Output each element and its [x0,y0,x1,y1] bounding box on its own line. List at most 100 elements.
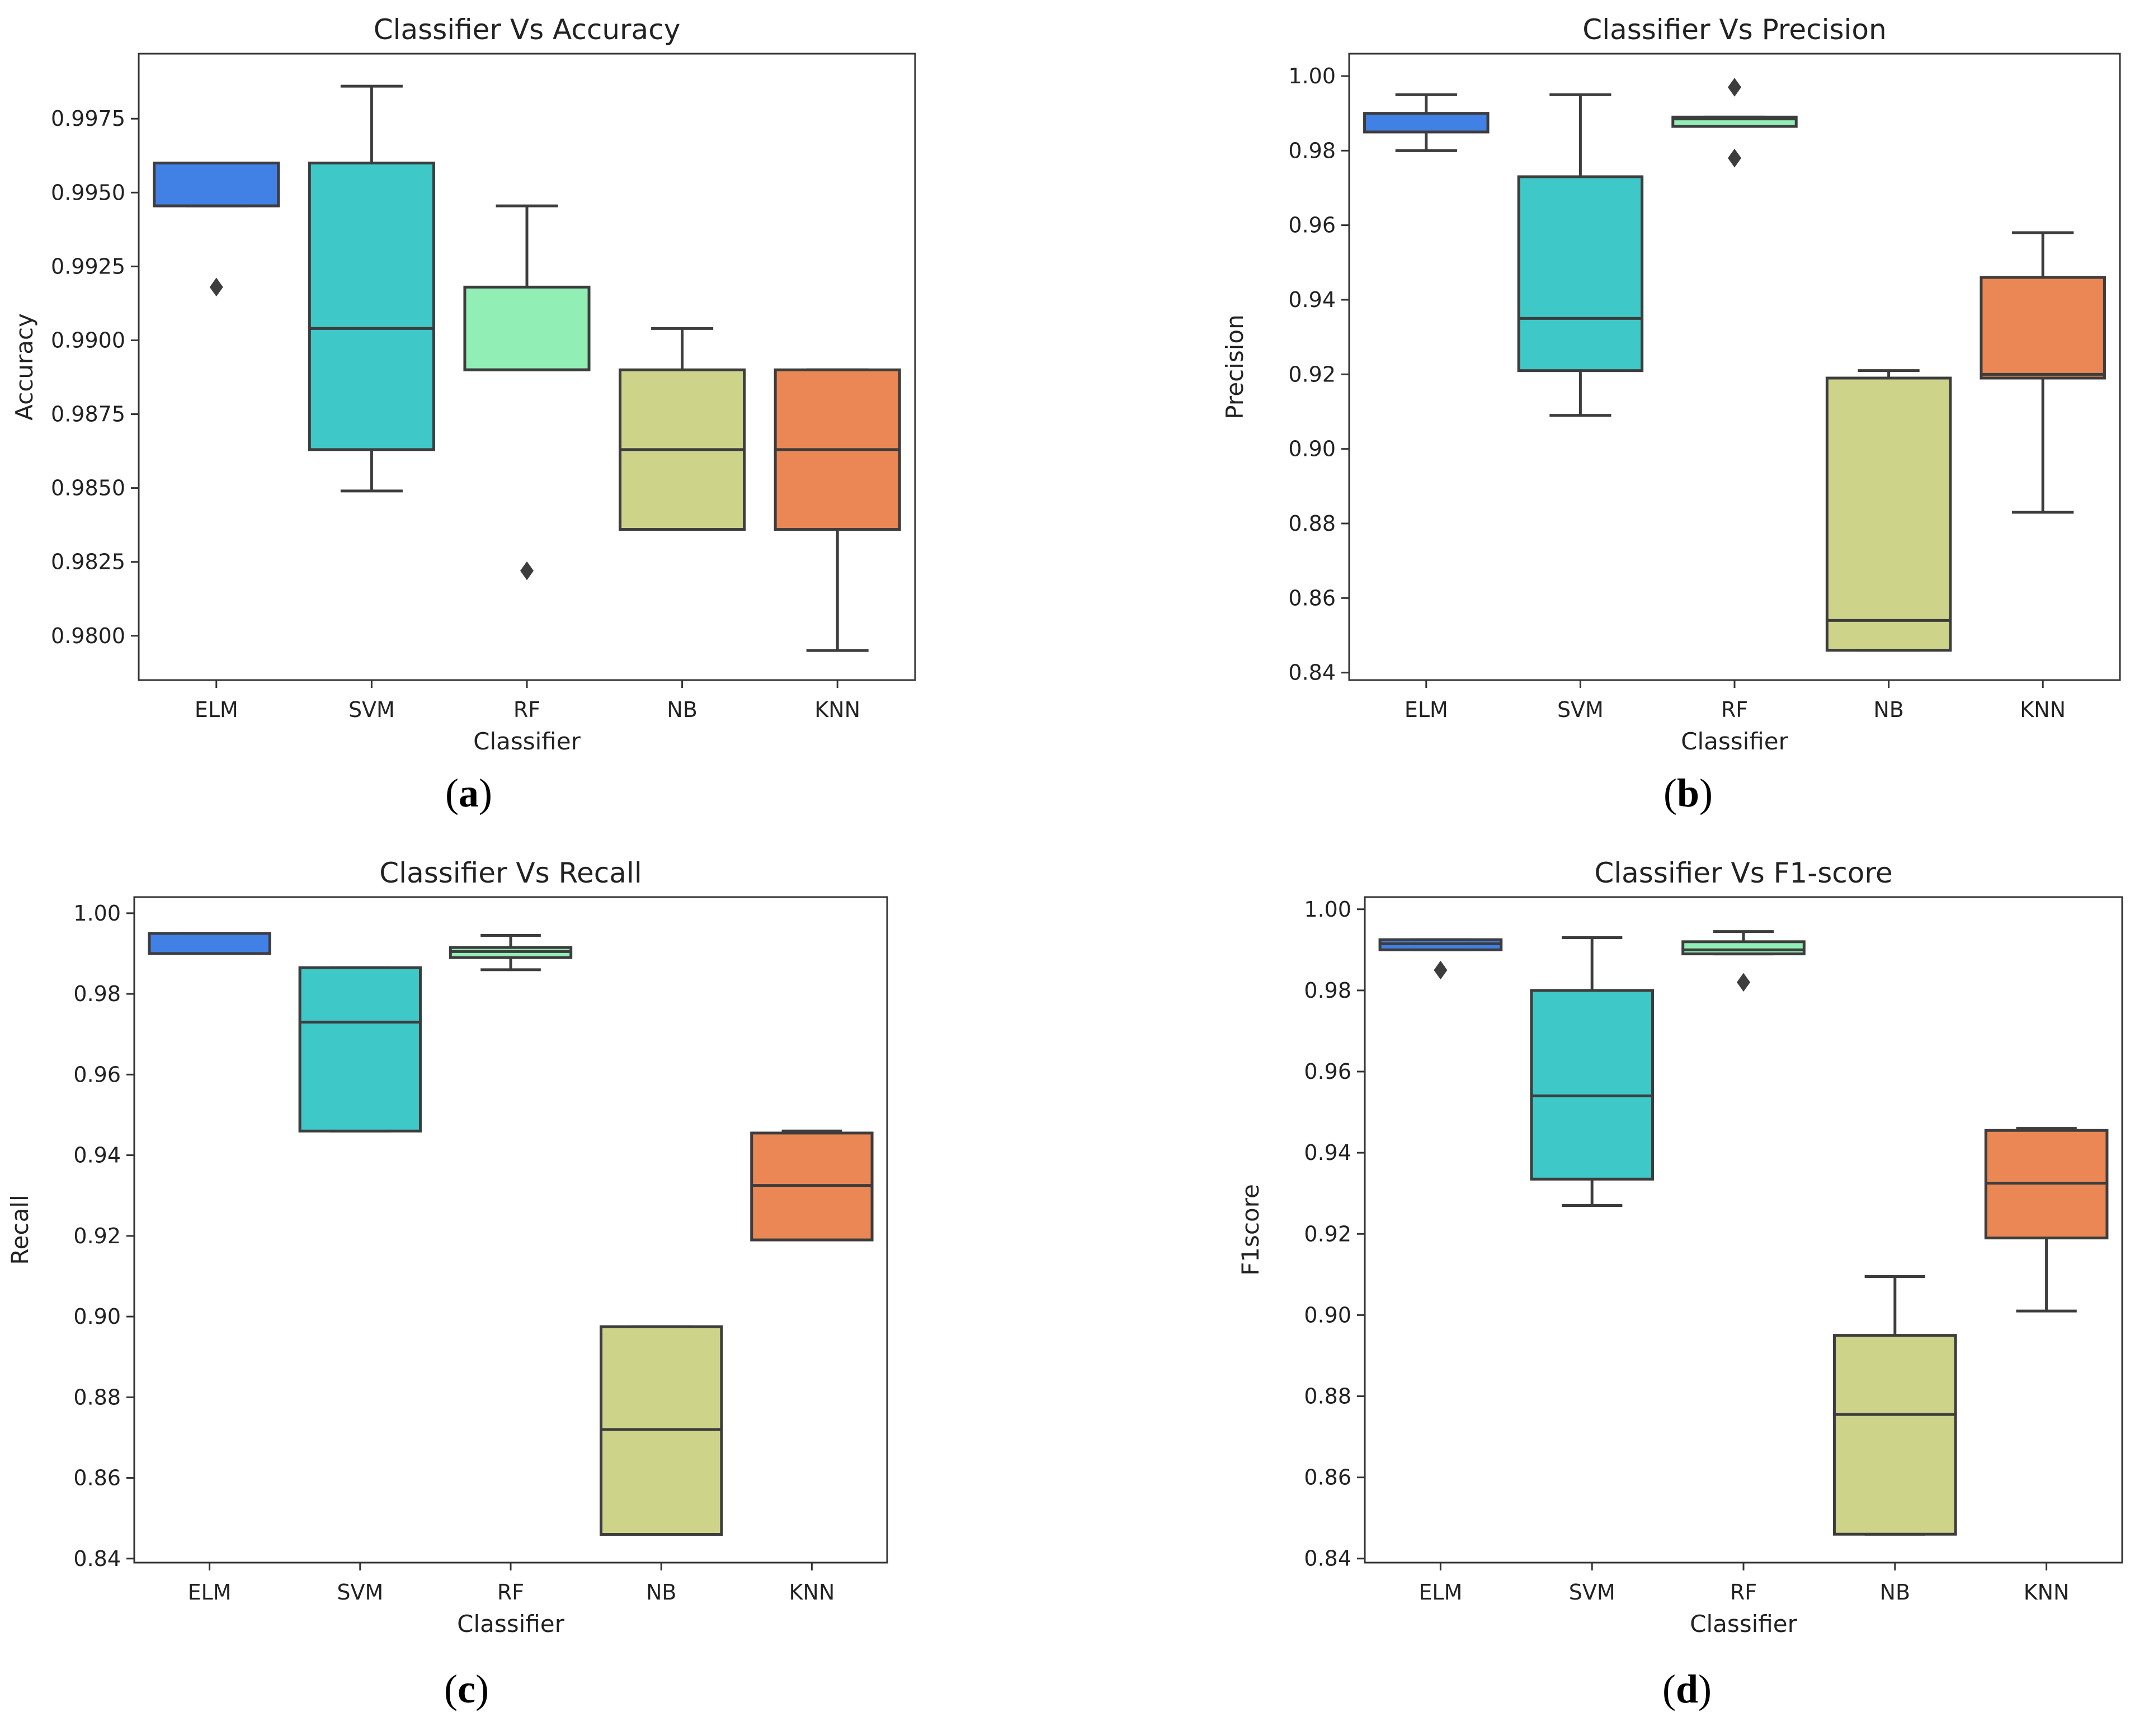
box-svm [308,84,435,493]
panel-label: (a) [445,771,492,815]
iqr-box [463,285,591,371]
x-tick-label: NB [667,697,698,722]
y-tick-label: 0.96 [73,1062,121,1087]
iqr-box [1517,175,1644,372]
y-tick-label: 1.00 [73,901,121,926]
box-svm [1530,936,1655,1207]
y-tick-label: 0.9800 [51,624,125,648]
y-tick-label: 0.86 [1304,1465,1351,1490]
box-elm [1363,93,1490,152]
outlier-point [520,561,534,581]
y-axis-label: Precision [1221,314,1248,419]
iqr-box [153,161,280,207]
chart-title: Classifier Vs Accuracy [374,13,681,46]
iqr-box [298,966,422,1133]
y-tick-label: 0.88 [1288,511,1336,536]
y-tick-label: 0.84 [1304,1546,1351,1571]
y-axis-label: F1score [1237,1184,1264,1276]
y-tick-label: 0.96 [1304,1059,1351,1084]
box-rf [449,934,573,971]
y-tick-label: 0.86 [73,1466,121,1490]
x-axis-label: Classifier [1690,1610,1797,1638]
x-tick-label: ELM [195,697,238,722]
y-tick-label: 0.94 [1288,287,1336,312]
y-tick-label: 1.00 [1304,897,1351,922]
y-axis-label: Accuracy [11,313,38,421]
panel-label: (d) [1662,1667,1712,1711]
y-tick-label: 0.98 [73,982,121,1006]
x-tick-label: KNN [2020,697,2066,722]
y-tick-label: 0.9875 [51,402,125,427]
y-tick-label: 0.88 [73,1385,121,1409]
plot-frame [1364,896,2123,1564]
box-svm [298,966,422,1133]
panel-f1score: Classifier Vs F1-score 0.84 0.86 0.88 0.90 0.… [1237,857,2123,1711]
x-tick-label: ELM [1419,1580,1462,1605]
outlier-point [209,277,223,297]
y-axis-label: Recall [6,1195,34,1265]
box-rf [1671,78,1798,168]
x-tick-label: NB [646,1580,677,1605]
y-tick-label: 0.94 [1304,1140,1351,1165]
y-tick-label: 0.92 [73,1224,121,1248]
y-tick-label: 0.9900 [51,328,125,352]
plot-frame [133,896,888,1564]
outlier-point [1737,973,1750,992]
x-axis-label: Classifier [473,728,581,755]
iqr-box [1681,940,1806,956]
x-axis-label: Classifier [457,1610,564,1638]
x-tick-label: RF [1730,1580,1757,1605]
box-elm [148,932,271,955]
y-tick-label: 0.9925 [51,254,125,279]
box-nb [600,1325,723,1536]
box-rf [1681,930,1806,992]
x-tick-label: RF [1721,697,1748,722]
x-tick-label: NB [1880,1580,1911,1605]
box-nb [1832,1275,1957,1536]
y-tick-label: 0.86 [1288,586,1336,610]
x-tick-label: KNN [814,697,860,722]
x-tick-label: SVM [337,1580,383,1605]
x-tick-label: KNN [789,1580,835,1605]
outlier-point [1434,960,1448,980]
box-svm [1517,93,1644,417]
iqr-box [1363,112,1490,134]
x-axis-label: Classifier [1681,728,1788,755]
outlier-point [1728,148,1741,168]
y-tick-label: 0.98 [1288,138,1336,163]
iqr-box [1530,989,1655,1181]
iqr-box [148,932,271,955]
y-tick-label: 0.9825 [51,550,125,574]
box-knn [1980,231,2106,514]
y-tick-label: 0.9975 [51,106,125,131]
plot-frame [1348,53,2121,681]
iqr-box [1825,376,1952,652]
y-tick-label: 0.96 [1288,213,1336,238]
box-elm [1378,938,1503,980]
y-tick-label: 0.84 [1288,661,1336,685]
panel-precision: Classifier Vs Precision 0.84 0.86 0.88 0.90 0… [1221,13,2121,815]
y-tick-label: 0.92 [1288,362,1336,386]
panel-label: (c) [444,1667,489,1711]
iqr-box [1832,1334,1957,1536]
x-tick-label: RF [497,1580,524,1605]
box-knn [774,368,901,652]
iqr-box [1980,276,2106,380]
box-nb [619,327,746,531]
x-tick-label: SVM [1557,697,1604,722]
y-tick-label: 0.92 [1304,1221,1351,1246]
x-tick-label: SVM [348,697,395,722]
x-tick-label: ELM [188,1580,232,1605]
y-tick-label: 0.84 [73,1546,121,1571]
y-tick-label: 0.90 [1288,437,1336,461]
iqr-box [308,161,435,451]
y-tick-label: 0.9950 [51,180,125,205]
box-rf [463,204,591,581]
y-tick-label: 0.90 [1304,1303,1351,1327]
x-tick-label: NB [1873,697,1904,722]
chart-title: Classifier Vs F1-score [1594,857,1892,889]
y-tick-label: 0.90 [73,1304,121,1329]
x-tick-label: ELM [1405,697,1448,722]
plot-frame [138,53,916,681]
